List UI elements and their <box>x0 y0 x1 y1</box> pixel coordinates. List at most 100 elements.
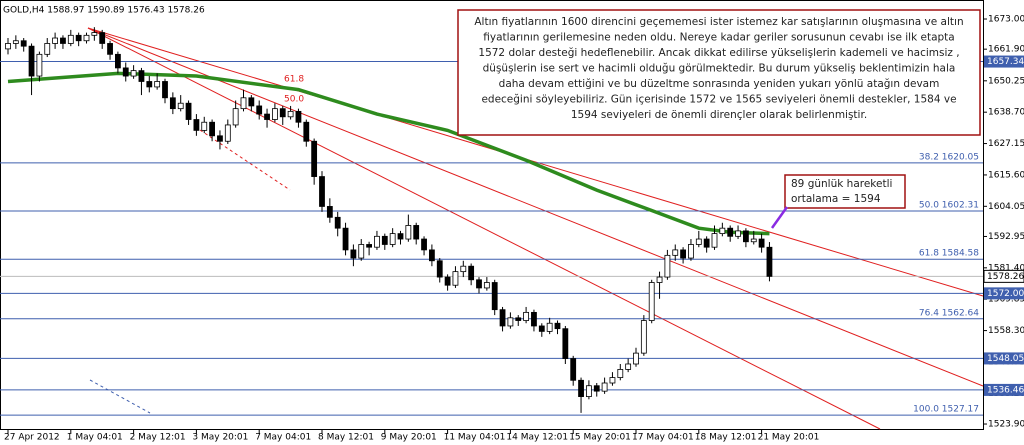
candle-body <box>381 235 388 245</box>
note-line: fiyatlarının gerilemesine neden oldu. Ne… <box>483 32 954 44</box>
candle-body <box>538 325 545 332</box>
candle-body <box>115 53 121 69</box>
y-tick-label: 1592.95 <box>988 232 1024 242</box>
candle-body <box>83 34 90 42</box>
x-tick-label: 9 May 20:01 <box>381 433 437 443</box>
candle-body <box>586 385 592 397</box>
candle-body <box>735 230 741 237</box>
y-tick-label: 1558.30 <box>988 326 1024 336</box>
candle-body <box>303 121 310 142</box>
candle-body <box>711 233 718 248</box>
candle-body <box>342 227 349 251</box>
fib-level-label: 50.0 1602.31 <box>919 201 979 211</box>
candle-body <box>766 246 773 277</box>
note-line: düşüşlerin ise sert ve hacimli olduğu gö… <box>483 63 956 75</box>
y-tick-label: 1661.90 <box>988 45 1024 55</box>
candle-body <box>264 113 270 120</box>
candle-body <box>122 67 129 77</box>
candle-body <box>326 206 333 218</box>
x-tick-label: 18 May 12:01 <box>695 433 757 443</box>
candle-body <box>413 225 420 240</box>
fib-level-label: 38.2 1620.05 <box>919 152 979 162</box>
candle-body <box>36 53 43 77</box>
candle-body <box>287 110 294 118</box>
candle-body <box>28 45 35 77</box>
callout-box <box>784 174 906 209</box>
note-line: edeceğini söyleyebiliriz. Gün içerisinde… <box>481 94 956 106</box>
candle-body <box>217 135 223 142</box>
candle-body <box>130 70 137 77</box>
candle-body <box>52 37 58 44</box>
current-price-label: 1578.26 <box>987 272 1024 282</box>
price-box-label: 1548.05 <box>987 354 1024 364</box>
x-tick-label: 17 May 04:01 <box>632 433 694 443</box>
candle-body <box>672 249 679 256</box>
y-tick-label: 1581.40 <box>988 263 1024 273</box>
fib-level-label: 76.4 1562.64 <box>919 308 979 318</box>
note-line: 1594 seviyeleri de önemli dirençler olar… <box>571 109 867 121</box>
y-tick-label: 1604.05 <box>988 202 1024 212</box>
candle-body <box>295 110 302 123</box>
trend-line <box>87 27 984 297</box>
fib-label: 50.0 <box>284 95 304 105</box>
candle-body <box>688 244 694 259</box>
candle-body <box>201 121 208 131</box>
candle-body <box>397 233 404 240</box>
candle-body <box>601 382 608 392</box>
candle-body <box>193 119 200 131</box>
candle-body <box>350 249 357 259</box>
y-tick-label: 1569.85 <box>988 295 1024 305</box>
price-box-label: 1536.46 <box>987 385 1024 395</box>
x-tick-label: 8 May 12:01 <box>318 433 374 443</box>
x-tick-label: 11 May 04:01 <box>444 433 506 443</box>
note-line: 1572 dolar desteği hedeflenebilir. Ancak… <box>478 47 959 59</box>
fib-level-label: 61.8 1584.58 <box>919 249 979 259</box>
candle-body <box>209 121 216 137</box>
candle-body <box>12 40 19 44</box>
candle-body <box>311 140 318 177</box>
candle-body <box>727 227 734 237</box>
candle-body <box>546 322 553 332</box>
fib-base-line <box>199 129 291 191</box>
y-tick-label: 1673.00 <box>988 15 1024 25</box>
candle-body <box>436 260 443 278</box>
candle-body <box>758 238 765 248</box>
candle-body <box>625 363 632 370</box>
x-tick-label: 2 May 12:01 <box>130 433 186 443</box>
note-line: daha devam ettiğini ve bu düzeltme sonra… <box>499 78 940 90</box>
candle-body <box>531 311 537 327</box>
candle-body <box>177 102 184 110</box>
price-box <box>984 287 1024 300</box>
candle-body <box>593 385 600 392</box>
candle-body <box>499 309 506 327</box>
candle-body <box>468 265 475 281</box>
candle-body <box>162 81 168 99</box>
candle-body <box>240 97 247 110</box>
candle-body <box>507 317 514 327</box>
candle-body <box>491 282 498 311</box>
candle-body <box>633 352 639 365</box>
x-tick-label: 15 May 20:01 <box>569 433 631 443</box>
trend-line <box>87 27 984 387</box>
candle-body <box>483 282 490 289</box>
candle-body <box>609 377 616 384</box>
note-line: Altın fiyatlarının 1600 direncini geçeme… <box>474 16 963 28</box>
candle-body <box>271 108 278 120</box>
candle-body <box>750 238 757 243</box>
candle-body <box>5 43 11 50</box>
candle-body <box>719 227 726 235</box>
note-text: Altın fiyatlarının 1600 direncini geçeme… <box>474 16 963 121</box>
price-box <box>984 352 1024 365</box>
candle-body <box>476 279 482 289</box>
note-box <box>457 9 981 136</box>
x-tick-label: 3 May 20:01 <box>192 433 248 443</box>
candle-body <box>680 249 686 259</box>
candle-body <box>60 37 66 44</box>
drawing-objects <box>87 27 984 430</box>
callout-text: ortalama = 1594 <box>791 193 881 205</box>
y-tick-label: 1638.70 <box>988 108 1024 118</box>
candle-body <box>656 276 663 283</box>
price-box-label: 1572.00 <box>987 289 1024 299</box>
candle-body <box>279 108 286 118</box>
